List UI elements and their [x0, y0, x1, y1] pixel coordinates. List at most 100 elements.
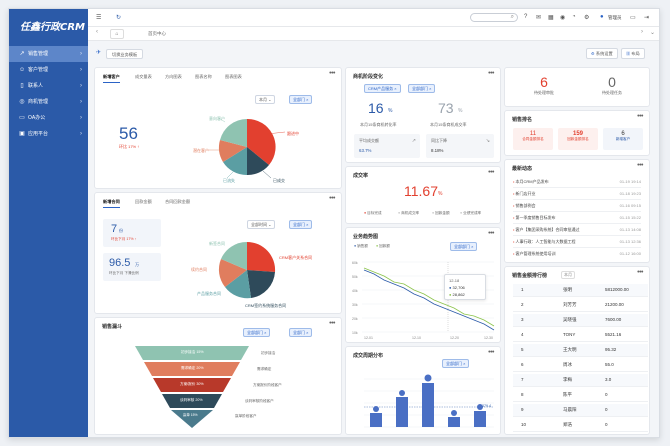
- more-menu-icon[interactable]: •••: [488, 169, 494, 176]
- table-row[interactable]: 6 周冰 55.0: [513, 359, 648, 372]
- table-row[interactable]: 3 吴晓强 7600.00: [513, 314, 648, 327]
- sidebar-item-platform[interactable]: ▣ 应用平台 ›: [9, 126, 88, 142]
- settings-icon[interactable]: ⚙: [584, 15, 590, 21]
- more-menu-icon[interactable]: •••: [329, 70, 335, 77]
- help-icon[interactable]: ?: [524, 14, 528, 20]
- more-menu-icon[interactable]: •••: [329, 195, 335, 202]
- tab-deal-volume[interactable]: 成交量表: [135, 74, 152, 79]
- tooltip-value: 32,706: [452, 285, 465, 290]
- trend-icon: ↗: [411, 138, 416, 144]
- bar: [422, 383, 434, 427]
- sidebar-item-contacts[interactable]: ▯ 联系人 ›: [9, 78, 88, 94]
- menu-toggle-icon[interactable]: ☰: [96, 15, 102, 21]
- fullscreen-icon[interactable]: ▭: [630, 15, 636, 21]
- table-row[interactable]: 2 刘芳芳 21200.00: [513, 299, 648, 312]
- tab-chart-chart[interactable]: 图表图表: [225, 74, 242, 79]
- pie-slice: [218, 259, 247, 287]
- table-row[interactable]: 10 郑浩 0: [513, 419, 648, 432]
- pending-approvals[interactable]: 6 待处理审批: [513, 74, 575, 102]
- refresh-icon[interactable]: ↻: [116, 15, 122, 21]
- department-filter[interactable]: 全部部门 ×: [450, 242, 478, 251]
- search-input[interactable]: ⌕: [470, 13, 518, 22]
- table-row[interactable]: 5 王大明 95.32: [513, 344, 648, 357]
- department-filter[interactable]: 全部门 ×: [289, 328, 313, 337]
- deal-rate-card: 成交率 ••• 11.67 % ● 目标完成 ● 商机成交率 ● 回款金额 ● …: [345, 166, 501, 224]
- bar: [396, 397, 408, 427]
- ranking-item[interactable]: 6 新增客户: [603, 128, 643, 150]
- department-filter[interactable]: 全部部门 ×: [243, 328, 271, 337]
- period-value: 全部时间: [251, 222, 267, 227]
- switch-template-button[interactable]: 切换业务模板: [106, 49, 144, 59]
- amount-cell: 21200.00: [605, 302, 624, 307]
- top-bar: ☰ ↻ ⌕ ? ✉ ▦ ◉ ◔ ⚙ ● 管理员 ▭ ⇥: [88, 9, 659, 27]
- table-row[interactable]: 1 张明 5812000.00: [513, 284, 648, 297]
- pie-label: CRM客户关系合同: [279, 255, 313, 260]
- news-item[interactable]: • 客户管理系统使用培训 01-12 16:00: [513, 248, 641, 260]
- more-menu-icon[interactable]: •••: [329, 320, 335, 327]
- table-row[interactable]: 7 李梅 3.0: [513, 374, 648, 387]
- sidebar-item-customers[interactable]: ☺ 客户管理 ›: [9, 62, 88, 78]
- more-menu-icon[interactable]: •••: [488, 349, 494, 356]
- name-cell: 张明: [563, 287, 572, 292]
- amount-cell: 95.32: [605, 347, 617, 352]
- tab-chart-name[interactable]: 图表名称: [195, 74, 212, 79]
- news-item[interactable]: • 第一季度销售目标发布 01-15 15:22: [513, 212, 641, 224]
- chevron-down-icon[interactable]: ⌄: [649, 30, 655, 36]
- table-row[interactable]: 9 马晨阳 0: [513, 404, 648, 417]
- chevron-right-icon[interactable]: ›: [641, 29, 643, 35]
- more-menu-icon[interactable]: •••: [637, 162, 643, 169]
- news-item[interactable]: • 人事行政：人工智能与大数据工程 01-13 12:36: [513, 236, 641, 248]
- ranking-item[interactable]: 11 合同金额排名: [513, 128, 553, 150]
- location-icon[interactable]: ◉: [560, 15, 566, 21]
- news-item[interactable]: • 销售部例会 01-16 09:15: [513, 200, 641, 212]
- tooltip-value-payment: ● 28,862: [449, 292, 465, 297]
- sidebar-item-office[interactable]: ▭ OA办公 ›: [9, 110, 88, 126]
- message-icon[interactable]: ✉: [536, 15, 542, 21]
- period-tag[interactable]: 本月: [561, 271, 575, 279]
- contact-icon: ▯: [20, 83, 24, 89]
- more-menu-icon[interactable]: •••: [637, 113, 643, 120]
- tooltip-value-sales: ● 32,706: [449, 285, 465, 290]
- legend-item: ● 业绩完成率: [460, 211, 482, 215]
- tab-home-center[interactable]: 首页中心: [148, 31, 166, 36]
- user-name[interactable]: 管理员: [608, 15, 622, 20]
- period-select[interactable]: 全部时间 ⌄: [247, 220, 276, 229]
- latest-news-card: 最新动态 ••• • 本月CRM产品发布 01-19 19:14 • 新门店开业 0…: [504, 159, 650, 263]
- sidebar-item-opportunities[interactable]: ◎ 商机管理 ›: [9, 94, 88, 110]
- table-row[interactable]: 4 TONY 5521.16: [513, 329, 648, 342]
- name-cell: 郑浩: [563, 422, 572, 427]
- more-menu-icon[interactable]: •••: [637, 269, 643, 276]
- news-item[interactable]: • 新门店开业 01-18 19:23: [513, 188, 641, 200]
- tab-new-customers[interactable]: 新增客户: [103, 74, 120, 83]
- pending-tasks[interactable]: 0 待处理任务: [581, 74, 643, 102]
- department-filter[interactable]: 全部部门 ×: [442, 359, 470, 368]
- more-menu-icon[interactable]: •••: [488, 70, 494, 77]
- more-menu-icon[interactable]: •••: [488, 230, 494, 237]
- layout-button[interactable]: ▦ 布局: [621, 48, 645, 59]
- grid-icon[interactable]: ▦: [548, 15, 554, 21]
- table-row[interactable]: 8 陈平 0: [513, 389, 648, 402]
- news-item[interactable]: • 本月CRM产品发布 01-19 19:14: [513, 176, 641, 188]
- period-select[interactable]: 本月 ⌄: [255, 95, 276, 104]
- product-filter[interactable]: CRM产品服务 ×: [364, 84, 401, 93]
- news-date: 01-13 12:36: [619, 239, 641, 244]
- filter-value: 全部部门: [454, 244, 470, 249]
- department-filter[interactable]: 全部门 ×: [289, 95, 313, 104]
- filter-value: 全部部门: [247, 330, 263, 335]
- department-filter[interactable]: 全部部门 ×: [408, 84, 436, 93]
- sidebar-item-sales[interactable]: ↗ 销售管理 ›: [9, 46, 88, 62]
- bell-icon[interactable]: ◔: [572, 14, 576, 20]
- tab-contract-payment[interactable]: 合同回款金额: [165, 199, 191, 204]
- tab-payment-amount[interactable]: 回款金额: [135, 199, 152, 204]
- news-item[interactable]: • 客户【集团采购系统】合同审批通过 01-13 14:08: [513, 224, 641, 236]
- chevron-left-icon[interactable]: ‹: [96, 29, 98, 35]
- avatar[interactable]: ●: [600, 14, 604, 20]
- home-tab[interactable]: ⌂: [110, 29, 124, 39]
- tab-new-contracts[interactable]: 新增合同: [103, 199, 120, 208]
- department-filter[interactable]: 全部门 ×: [289, 220, 313, 229]
- logout-icon[interactable]: ⇥: [644, 15, 650, 21]
- funnel-stage: [144, 362, 240, 376]
- system-settings-button[interactable]: ⚙ 系统设置: [586, 48, 618, 59]
- ranking-item[interactable]: 159 回款金额排名: [558, 128, 598, 150]
- tab-direction[interactable]: 方向图表: [165, 74, 182, 79]
